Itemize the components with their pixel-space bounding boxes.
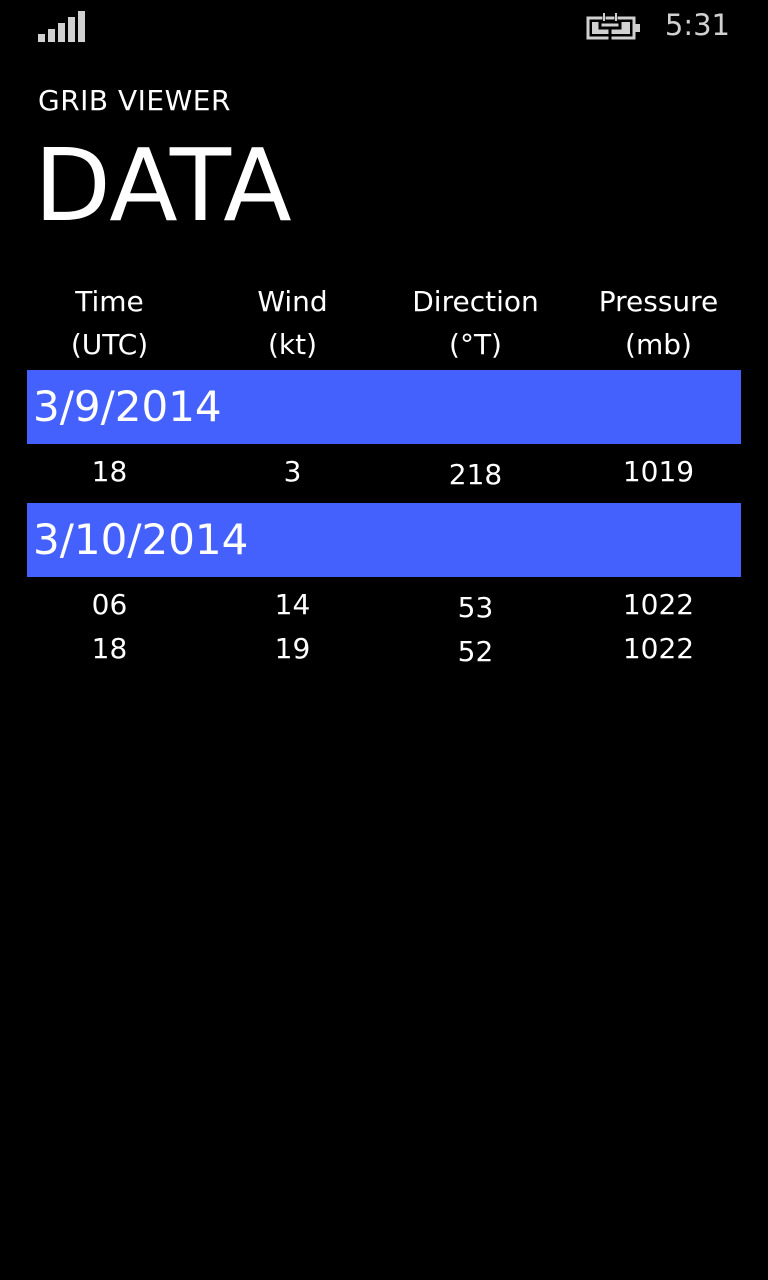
clock: 5:31 (664, 8, 730, 42)
cell-wind: 14 (274, 588, 311, 621)
page-title: DATA (34, 127, 292, 244)
date-group-header[interactable]: 3/9/2014 (27, 370, 741, 444)
date-group-label: 3/9/2014 (33, 382, 222, 431)
cell-time: 18 (91, 632, 128, 665)
column-header-unit: (°T) (449, 328, 502, 361)
column-header-unit: (mb) (625, 328, 692, 361)
column-headers: Time (UTC) Wind (kt) Direction (°T) Pres… (18, 280, 750, 364)
column-header-label: Wind (257, 285, 328, 318)
cell-pressure: 1019 (622, 455, 695, 488)
cell-direction: 218 (448, 458, 503, 491)
app-title: GRIB VIEWER (38, 84, 231, 117)
column-header-label: Time (75, 285, 144, 318)
column-header-label: Direction (412, 285, 539, 318)
cell-time: 06 (91, 588, 128, 621)
table-row: 06 14 53 1022 (18, 583, 750, 627)
column-header-unit: (UTC) (70, 328, 149, 361)
column-header-label: Pressure (598, 285, 719, 318)
table-row: 18 19 52 1022 (18, 627, 750, 671)
column-header-pressure: Pressure (mb) (567, 280, 750, 366)
date-group-header[interactable]: 3/10/2014 (27, 503, 741, 577)
column-header-unit: (kt) (267, 328, 318, 361)
signal-strength-icon (38, 10, 86, 42)
table-row: 18 3 218 1019 (18, 450, 750, 494)
column-header-direction: Direction (°T) (384, 280, 567, 366)
cell-time: 18 (91, 455, 128, 488)
cell-wind: 3 (283, 455, 302, 488)
status-bar: 5:31 (0, 0, 768, 56)
cell-direction: 52 (457, 635, 494, 668)
cell-pressure: 1022 (622, 588, 695, 621)
battery-charging-icon (586, 13, 640, 40)
column-header-wind: Wind (kt) (201, 280, 384, 366)
cell-pressure: 1022 (622, 632, 695, 665)
cell-wind: 19 (274, 632, 311, 665)
cell-direction: 53 (457, 591, 494, 624)
column-header-time: Time (UTC) (18, 280, 201, 366)
date-group-label: 3/10/2014 (33, 515, 249, 564)
